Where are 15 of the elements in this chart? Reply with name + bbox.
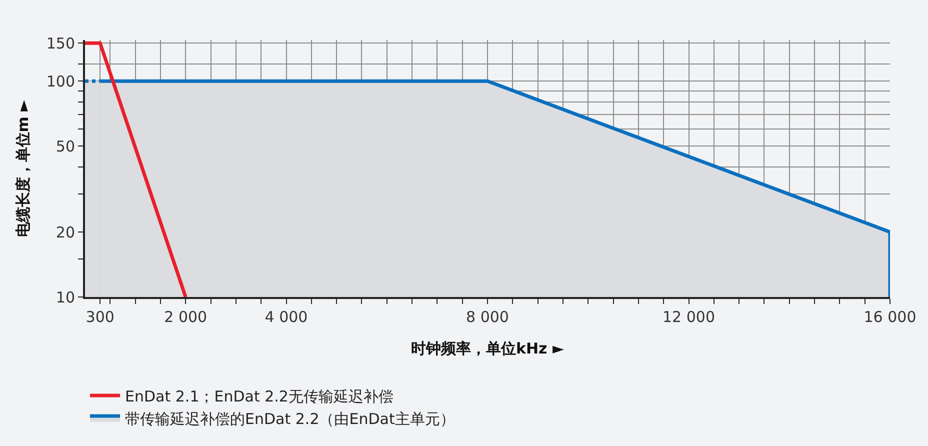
x-axis-title: 时钟频率，单位kHz ► — [410, 340, 564, 358]
x-tick-label: 300 — [86, 308, 114, 326]
x-tick-label: 8 000 — [466, 308, 509, 326]
y-tick-label: 100 — [46, 72, 75, 90]
x-tick-label: 12 000 — [662, 308, 715, 326]
y-axis-title: 电缆长度，单位m ► — [14, 99, 32, 238]
legend-label: 带传输延迟补偿的EnDat 2.2（由EnDat主单元） — [125, 410, 455, 428]
y-tick-label: 50 — [56, 137, 75, 156]
x-tick-label: 16 000 — [864, 308, 916, 326]
x-tick-label: 2 000 — [164, 308, 208, 326]
x-tick-label: 4 000 — [264, 308, 308, 326]
legend-label: EnDat 2.1；EnDat 2.2无传输延迟补偿 — [125, 387, 394, 406]
y-tick-label: 10 — [56, 288, 75, 306]
y-tick-label: 20 — [56, 223, 75, 242]
y-tick-label: 150 — [46, 34, 75, 52]
